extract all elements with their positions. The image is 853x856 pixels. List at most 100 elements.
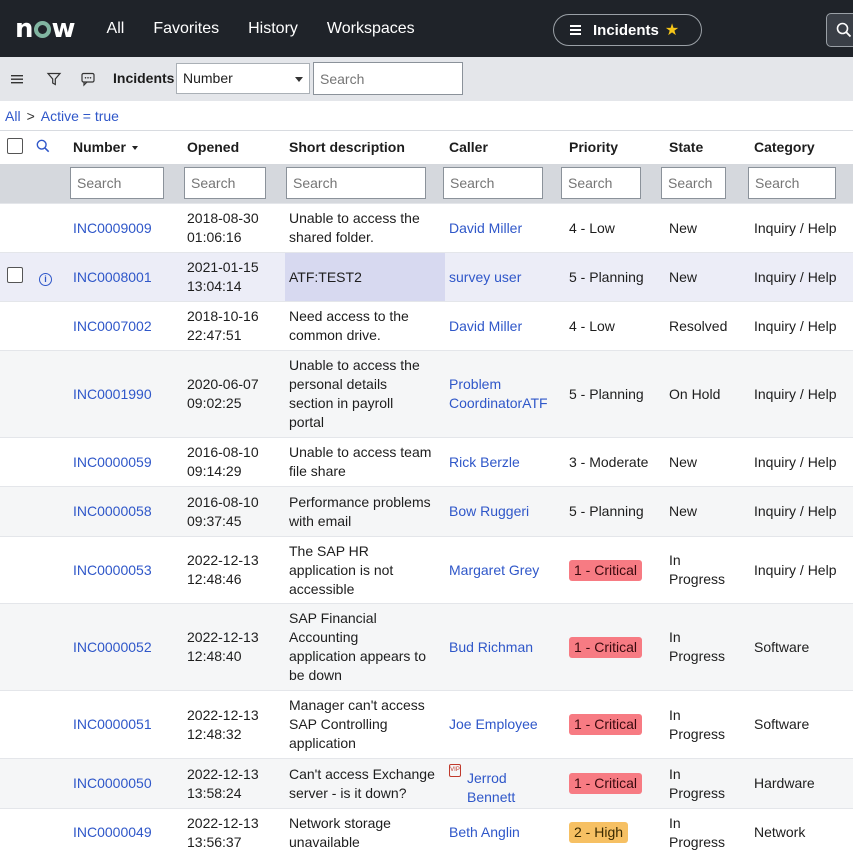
hamburger-menu-icon[interactable] <box>9 71 25 87</box>
caller-link[interactable]: survey user <box>449 268 522 285</box>
table-row[interactable]: INC0000049 2022-12-13 13:56:37 Network stor… <box>0 808 853 856</box>
cell-opened: 2021-01-15 13:04:14 <box>183 252 285 302</box>
nav-favorites[interactable]: Favorites <box>153 19 220 37</box>
row-select-cell <box>0 690 32 759</box>
incident-number-link[interactable]: INC0001990 <box>73 385 152 402</box>
caller-link[interactable]: Beth Anglin <box>449 824 520 840</box>
description-line: SAP Financial <box>289 610 377 626</box>
caller-link[interactable]: Jerrod <box>467 769 507 786</box>
nav-history[interactable]: History <box>248 19 298 37</box>
caller-link[interactable]: CoordinatorATF <box>449 395 548 411</box>
incident-number-link[interactable]: INC0000050 <box>73 775 152 791</box>
cell-number: INC0001990 <box>69 350 183 438</box>
incident-number-link[interactable]: INC0000052 <box>73 638 152 655</box>
search-field-select[interactable]: Number <box>176 63 310 94</box>
incident-number-link[interactable]: INC0000058 <box>73 503 152 519</box>
select-all-checkbox[interactable] <box>7 137 23 154</box>
table-row[interactable]: INC0001990 2020-06-07 09:02:25 Unable to ac… <box>0 350 853 438</box>
caller-link[interactable]: David Miller <box>449 219 523 236</box>
table-row[interactable]: INC0000058 2016-08-10 09:37:45 Performance … <box>0 486 853 537</box>
table-row[interactable]: INC0000052 2022-12-13 12:48:40 SAP Financia… <box>0 603 853 691</box>
incident-number-link[interactable]: INC0000053 <box>73 561 152 578</box>
col-header-opened[interactable]: Opened <box>183 130 285 164</box>
row-select-cell <box>0 603 32 691</box>
global-search-button[interactable] <box>826 13 853 47</box>
table-row[interactable]: INC0009009 2018-08-30 01:06:16 Unable to ac… <box>0 203 853 253</box>
filter-caller-input[interactable] <box>443 167 543 200</box>
col-header-category[interactable]: Category <box>750 130 853 164</box>
breadcrumb-filter[interactable]: Active = true <box>40 108 119 124</box>
cell-caller: Margaret Grey <box>445 536 565 604</box>
favorite-star-icon[interactable]: ★ <box>664 22 680 39</box>
filter-number-input[interactable] <box>70 167 164 200</box>
filter-description-input[interactable] <box>286 167 426 200</box>
filter-priority-input[interactable] <box>561 167 641 200</box>
filter-category-input[interactable] <box>748 167 836 200</box>
description-line: application appears to <box>289 648 426 664</box>
table-row[interactable]: INC0000051 2022-12-13 12:48:32 Manager can'… <box>0 690 853 759</box>
nav-links: All Favorites History Workspaces <box>107 20 444 38</box>
chat-icon[interactable] <box>80 71 96 87</box>
description-line: portal <box>289 414 325 430</box>
cell-number: INC0000049 <box>69 808 183 856</box>
breadcrumb-all[interactable]: All <box>5 108 21 124</box>
description-line: Unable to access the <box>289 210 420 226</box>
caller-link[interactable]: David Miller <box>449 317 523 334</box>
description-line: The SAP HR <box>289 542 369 559</box>
cell-caller: Rick Berzle <box>445 437 565 487</box>
col-header-number[interactable]: Number <box>69 130 183 164</box>
column-search-icon[interactable] <box>36 139 50 153</box>
incident-number-link[interactable]: INC0000051 <box>73 716 152 732</box>
table-body: INC0009009 2018-08-30 01:06:16 Unable to ac… <box>0 203 853 856</box>
priority-badge: 1 - Critical <box>569 773 643 794</box>
priority-badge: 5 - Planning <box>569 503 644 519</box>
caller-link[interactable]: Margaret Grey <box>449 561 540 578</box>
cell-caller: VIP Jerrod Bennett <box>445 758 565 809</box>
opened-date: 2018-08-30 <box>187 210 259 226</box>
col-header-caller[interactable]: Caller <box>445 130 565 164</box>
context-pill[interactable]: Incidents ★ <box>553 14 702 46</box>
col-header-priority[interactable]: Priority <box>565 130 665 164</box>
row-checkbox[interactable] <box>7 266 23 283</box>
table-row[interactable]: INC0000053 2022-12-13 12:48:46 The SAP HR ap… <box>0 536 853 604</box>
incident-number-link[interactable]: INC0000049 <box>73 824 152 840</box>
row-info-cell: i <box>32 252 69 302</box>
caller-link[interactable]: Rick Berzle <box>449 453 520 470</box>
incident-number-link[interactable]: INC0007002 <box>73 317 152 334</box>
nav-workspaces[interactable]: Workspaces <box>326 19 415 37</box>
cell-opened: 2018-10-16 22:47:51 <box>183 301 285 351</box>
filter-state-input[interactable] <box>661 167 726 200</box>
caller-link[interactable]: Bud Richman <box>449 638 534 655</box>
nav-all[interactable]: All <box>106 19 125 37</box>
list-search-input[interactable] <box>313 62 463 95</box>
state-line: Progress <box>669 725 726 742</box>
incident-number-link[interactable]: INC0009009 <box>73 219 152 236</box>
cell-priority: 1 - Critical <box>565 690 665 759</box>
cell-caller: Bud Richman <box>445 603 565 691</box>
table-row[interactable]: INC0000050 2022-12-13 13:58:24 Can't access… <box>0 758 853 809</box>
cell-caller: Bow Ruggeri <box>445 486 565 537</box>
table-row[interactable]: i INC0008001 2021-01-15 13:04:14 ATF:TEST2 su… <box>0 252 853 302</box>
table-row[interactable]: INC0007002 2018-10-16 22:47:51 Need access … <box>0 301 853 351</box>
opened-date: 2016-08-10 <box>187 493 259 510</box>
info-icon[interactable]: i <box>39 272 52 286</box>
cell-opened: 2022-12-13 13:58:24 <box>183 758 285 809</box>
filter-icon[interactable] <box>46 71 62 87</box>
caller-link[interactable]: Bennett <box>467 788 516 805</box>
caller-link[interactable]: Bow Ruggeri <box>449 503 530 519</box>
col-header-state[interactable]: State <box>665 130 750 164</box>
table-row[interactable]: INC0000059 2016-08-10 09:14:29 Unable to ac… <box>0 437 853 487</box>
incident-number-link[interactable]: INC0000059 <box>73 453 152 470</box>
cell-short-description[interactable]: ATF:TEST2 <box>285 252 445 302</box>
row-info-cell <box>32 808 69 856</box>
filter-opened-input[interactable] <box>184 167 266 200</box>
incident-number-link[interactable]: INC0008001 <box>73 268 152 285</box>
caller-link[interactable]: Problem <box>449 376 502 392</box>
cell-caller: Problem CoordinatorATF <box>445 350 565 438</box>
col-header-short-description[interactable]: Short description <box>285 130 445 164</box>
row-info-cell <box>32 690 69 759</box>
cell-short-description: SAP Financial Accounting application appea… <box>285 603 445 691</box>
state-line: New <box>669 503 698 519</box>
caller-link[interactable]: Joe Employee <box>449 716 538 732</box>
